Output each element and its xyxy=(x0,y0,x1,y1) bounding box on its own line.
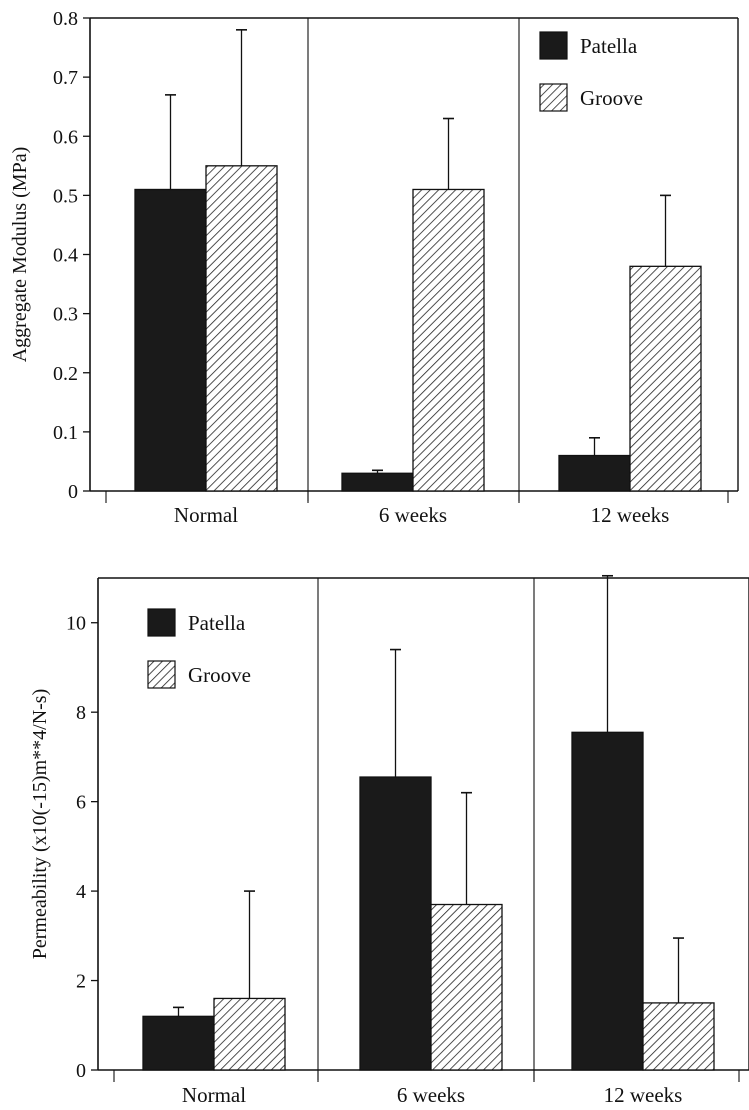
y-tick-label: 0.4 xyxy=(53,245,78,267)
chart-permeability: 0 2 4 6 8 10 Permeability (x10(-15)m**4/N-s) No… xyxy=(29,574,749,1107)
category-label: 6 weeks xyxy=(397,1083,465,1107)
y-tick-label: 10 xyxy=(66,613,86,635)
category-label: 12 weeks xyxy=(604,1083,683,1107)
y-tick-label: 6 xyxy=(76,792,86,814)
y-tick-label: 0.8 xyxy=(53,8,78,30)
bar-groove xyxy=(412,188,485,492)
category-label: 12 weeks xyxy=(591,503,670,527)
category-label: 6 weeks xyxy=(379,503,447,527)
category-label: Normal xyxy=(174,503,238,527)
y-tick-label: 0 xyxy=(76,1060,86,1082)
bar-groove xyxy=(213,997,286,1071)
bar-patella xyxy=(341,472,414,492)
bar-patella xyxy=(571,731,644,1071)
legend-label-groove: Groove xyxy=(580,86,643,110)
y-tick-label: 0.2 xyxy=(53,363,78,385)
y-tick-label: 0.3 xyxy=(53,304,78,326)
legend-swatch-groove xyxy=(539,83,568,112)
bar-patella xyxy=(134,188,207,492)
y-tick-label: 0.1 xyxy=(53,422,78,444)
legend-label-patella: Patella xyxy=(188,611,246,635)
legend-swatch-patella xyxy=(147,608,176,637)
bar-patella xyxy=(142,1015,215,1071)
bar-patella xyxy=(558,454,631,492)
legend-label-groove: Groove xyxy=(188,663,251,687)
legend-swatch-groove xyxy=(147,660,176,689)
y-tick-label: 0.7 xyxy=(53,67,78,89)
bar-groove xyxy=(205,165,278,492)
y-tick-label: 0.5 xyxy=(53,185,78,207)
y-axis-title: Permeability (x10(-15)m**4/N-s) xyxy=(29,689,51,960)
y-tick-label: 0.6 xyxy=(53,126,78,148)
bar-groove xyxy=(629,265,702,492)
y-tick-label: 4 xyxy=(76,881,86,903)
y-tick-label: 2 xyxy=(76,971,86,993)
legend-label-patella: Patella xyxy=(580,34,638,58)
chart-aggregate-modulus: 0 0.1 0.2 0.3 0.4 0.5 0.6 0.7 0.8 Aggregate Modul… xyxy=(9,8,739,527)
bar-patella xyxy=(359,776,432,1071)
bar-groove xyxy=(430,903,503,1071)
legend-swatch-patella xyxy=(539,31,568,60)
y-axis-title: Aggregate Modulus (MPa) xyxy=(9,147,31,363)
bar-groove xyxy=(642,1002,715,1071)
y-tick-label: 0 xyxy=(68,481,78,503)
y-tick-label: 8 xyxy=(76,702,86,724)
category-label: Normal xyxy=(182,1083,246,1107)
